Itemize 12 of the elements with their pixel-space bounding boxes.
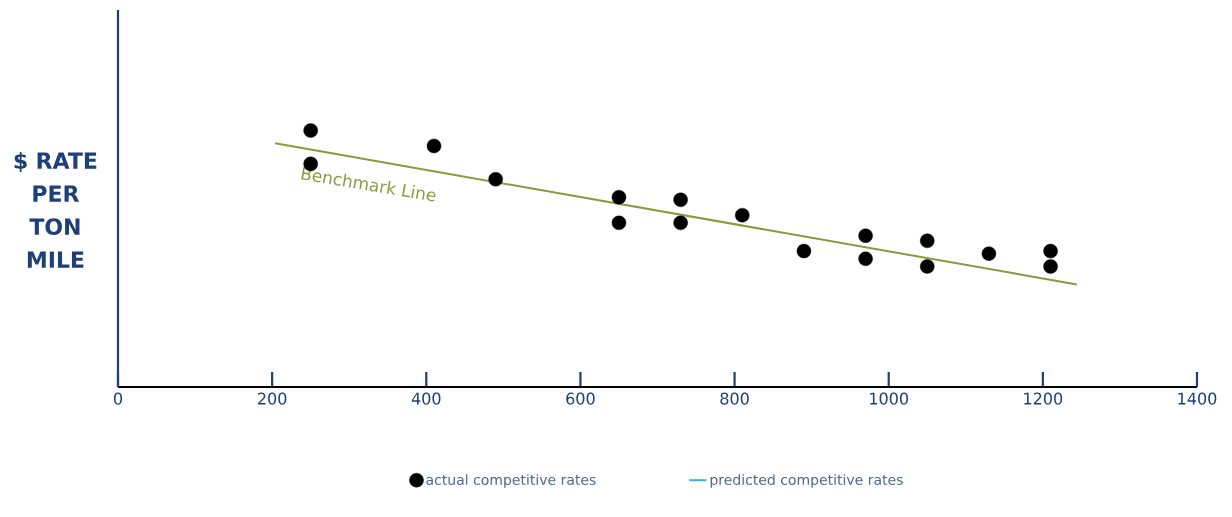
x-tick-label: 400 [411, 392, 441, 405]
x-tick-label: 800 [720, 392, 749, 405]
legend-label: predicted competitive rates [710, 474, 903, 488]
annotation: Benchmark Line [301, 167, 436, 202]
y-axis-title: $ RATE PER TON MILE [14, 151, 97, 268]
legend-label: actual competitive rates [426, 474, 596, 488]
x-tick-label: 0 [113, 392, 123, 405]
x-tick-label: 200 [258, 392, 287, 405]
x-tick-label: 600 [566, 392, 595, 405]
x-tick-label: 1000 [870, 392, 908, 405]
x-tick-label: 1200 [1024, 392, 1063, 405]
x-tick-label: 1400 [1178, 392, 1217, 405]
